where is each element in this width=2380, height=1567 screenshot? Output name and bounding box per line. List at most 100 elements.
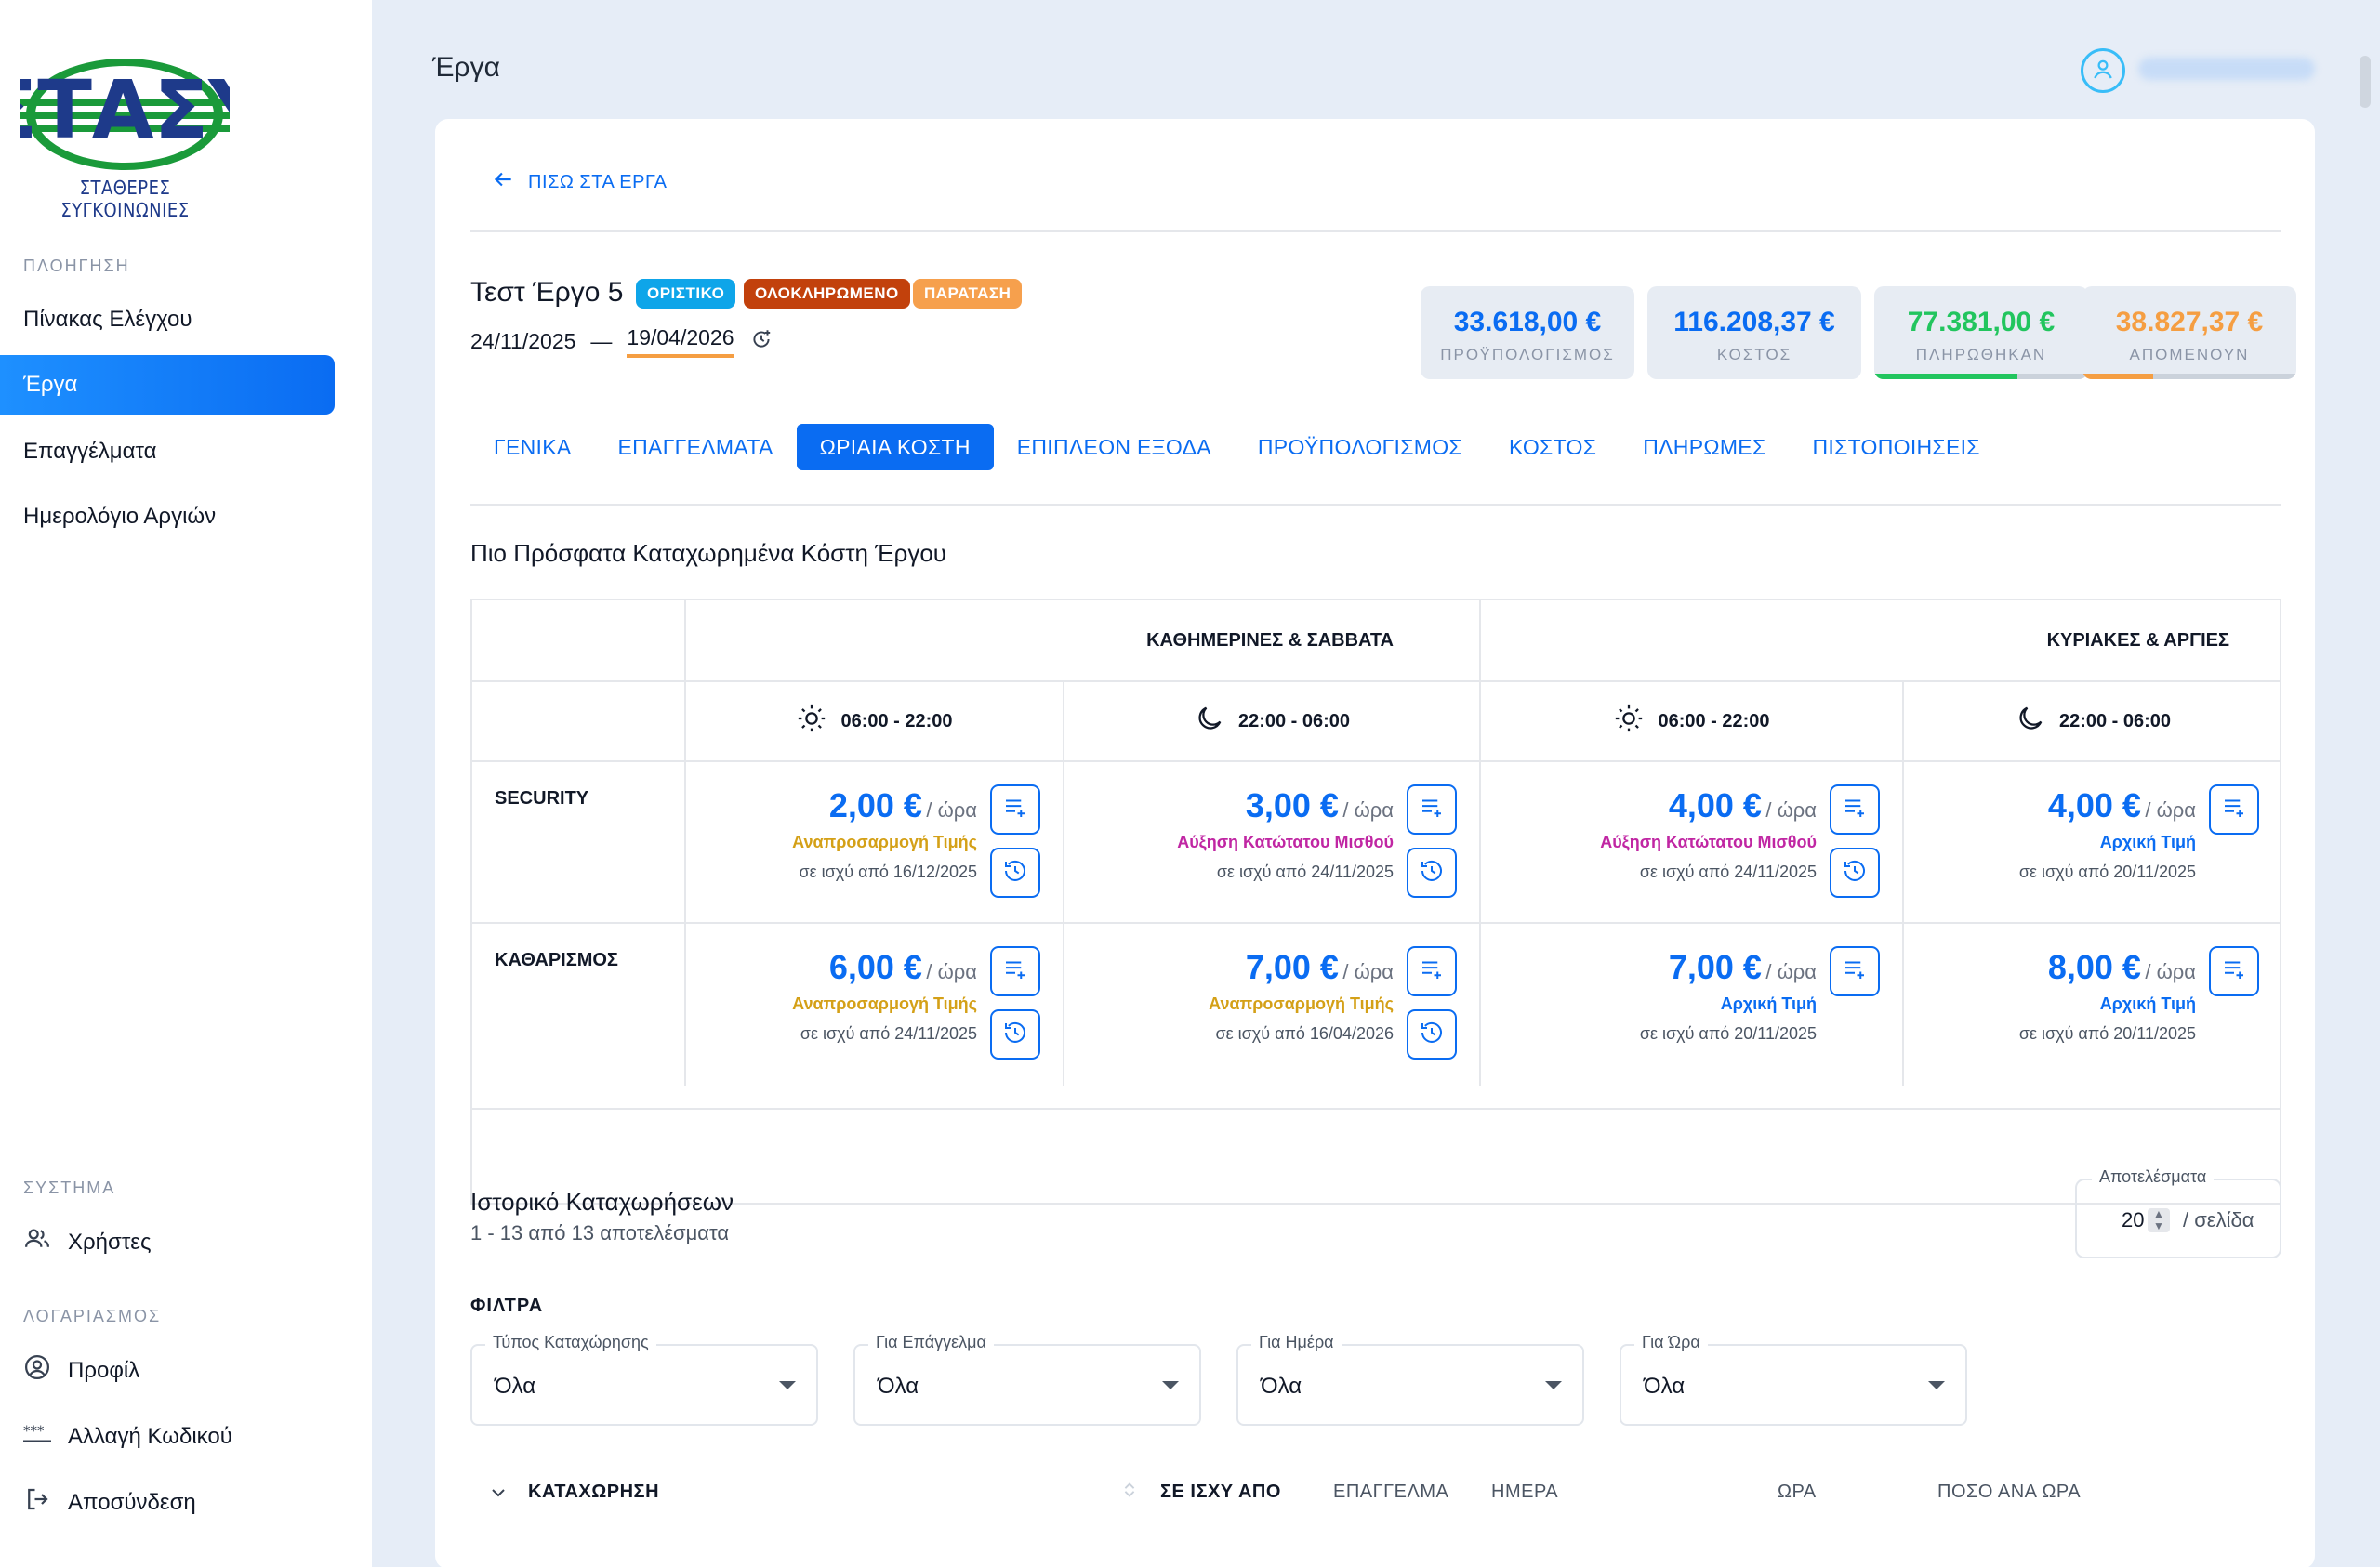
sidebar-item-change-password[interactable]: *** Αλλαγή Κωδικού: [23, 1419, 232, 1454]
add-price-button[interactable]: [1407, 946, 1457, 996]
user-menu-button[interactable]: [2081, 48, 2125, 93]
stat-label: ΠΡΟΫΠΟΛΟΓΙΣΜΟΣ: [1440, 346, 1615, 363]
tab-hourly-costs[interactable]: ΩΡΙΑΙΑ ΚΟΣΤΗ: [796, 424, 994, 470]
back-to-projects-link[interactable]: ΠΙΣΩ ΣΤΑ ΕΡΓΑ: [491, 167, 667, 197]
column-header-entry[interactable]: ΚΑΤΑΧΩΡΗΣΗ: [528, 1481, 660, 1502]
price-history-button[interactable]: [990, 848, 1040, 898]
status-badge-completed: ΟΛΟΚΛΗΡΩΜΕΝΟ: [744, 279, 910, 309]
sort-icon[interactable]: [1119, 1478, 1140, 1507]
filter-hour[interactable]: Για Ώρα Όλα: [1620, 1333, 1967, 1426]
chevron-down-icon: [779, 1381, 796, 1389]
sidebar-item-label: Αποσύνδεση: [68, 1489, 196, 1515]
tab-cost[interactable]: ΚΟΣΤΟΣ: [1508, 435, 1597, 459]
date-separator: —: [590, 329, 613, 353]
price-amount: 7,00 €: [1245, 948, 1339, 986]
status-badge-extension: ΠΑΡΑΤΑΣΗ: [913, 279, 1023, 309]
filter-entry-type[interactable]: Τύπος Καταχώρησης Όλα: [470, 1333, 818, 1426]
moon-icon: [1194, 703, 1225, 740]
price-history-button[interactable]: [1830, 848, 1880, 898]
stat-value: 33.618,00 €: [1453, 307, 1602, 337]
price-type: Αναπροσαρμογή Τιμής: [792, 994, 977, 1013]
brand-logo-text: ΣΤΑΣΥ: [20, 64, 230, 157]
tab-budget[interactable]: ΠΡΟΫΠΟΛΟΓΙΣΜΟΣ: [1257, 435, 1462, 459]
divider: [470, 1108, 2281, 1110]
time-slot-header: 06:00 - 22:00: [1481, 682, 1904, 762]
list-add-icon: [1418, 955, 1446, 988]
price-effective-date: σε ισχύ από 20/11/2025: [2018, 863, 2196, 881]
filter-value: Όλα: [495, 1374, 536, 1399]
tab-professions[interactable]: ΕΠΑΓΓΕΛΜΑΤΑ: [617, 435, 774, 459]
column-header-day[interactable]: ΗΜΕΡΑ: [1491, 1481, 1559, 1502]
price-history-button[interactable]: [990, 1009, 1040, 1060]
stat-value: 77.381,00 €: [1907, 307, 2056, 337]
page-scrollbar[interactable]: [2360, 56, 2371, 108]
list-add-icon: [2220, 955, 2248, 988]
per-page-value[interactable]: 20: [2122, 1208, 2145, 1231]
price-type: Αρχική Τιμή: [2099, 994, 2196, 1013]
filter-profession[interactable]: Για Επάγγελμα Όλα: [853, 1333, 1201, 1426]
sidebar-item-projects[interactable]: Έργα: [0, 355, 335, 415]
add-price-button[interactable]: [1407, 784, 1457, 835]
tab-extra-expenses[interactable]: ΕΠΙΠΛΕΟΝ ΕΞΟΔΑ: [1016, 435, 1211, 459]
profile-icon: [23, 1353, 51, 1388]
sidebar-item-holiday-calendar[interactable]: Ημερολόγιο Αργιών: [23, 504, 217, 529]
price-unit: / ώρα: [926, 798, 977, 822]
history-title: Ιστορικό Καταχωρήσεων: [470, 1188, 734, 1216]
extension-history-icon[interactable]: [749, 327, 774, 357]
tab-certifications[interactable]: ΠΙΣΤΟΠΟΙΗΣΕΙΣ: [1812, 435, 1980, 459]
add-price-button[interactable]: [990, 784, 1040, 835]
filter-label: Για Επάγγελμα: [868, 1333, 994, 1352]
price-cell: 2,00 € / ώρα Αναπροσαρμογή Τιμής σε ισχύ…: [686, 762, 1064, 924]
add-price-button[interactable]: [2209, 784, 2259, 835]
chevron-down-icon: [1545, 1381, 1562, 1389]
column-header-profession[interactable]: ΕΠΑΓΓΕΛΜΑ: [1333, 1481, 1449, 1502]
column-header-hour[interactable]: ΩΡΑ: [1778, 1481, 1817, 1502]
page-title: Έργα: [432, 52, 500, 83]
column-header-effective-from[interactable]: ΣΕ ΙΣΧΥ ΑΠΟ: [1160, 1481, 1281, 1502]
price-effective-date: σε ισχύ από 24/11/2025: [1216, 863, 1394, 881]
sidebar-item-users[interactable]: Χρήστες: [23, 1225, 152, 1259]
start-date: 24/11/2025: [470, 329, 576, 353]
price-type: Αύξηση Κατώτατου Μισθού: [1177, 833, 1394, 851]
list-add-icon: [1001, 955, 1029, 988]
price-history-button[interactable]: [1407, 1009, 1457, 1060]
column-header-amount-per-hour[interactable]: ΠΟΣΟ ΑΝΑ ΩΡΑ: [1937, 1481, 2082, 1502]
add-price-button[interactable]: [990, 946, 1040, 996]
sidebar-item-logout[interactable]: Αποσύνδεση: [23, 1485, 196, 1520]
tab-payments[interactable]: ΠΛΗΡΩΜΕΣ: [1643, 435, 1766, 459]
filter-day[interactable]: Για Ημέρα Όλα: [1236, 1333, 1584, 1426]
paid-progress-bar: [1874, 374, 2018, 379]
spinner-icon[interactable]: ▲ ▼: [2148, 1208, 2170, 1232]
project-dates: 24/11/2025 — 19/04/2026: [470, 325, 774, 358]
end-date: 19/04/2026: [627, 325, 734, 358]
price-unit: / ώρα: [1342, 798, 1394, 822]
nav-section-title: ΠΛΟΗΓΗΣΗ: [23, 257, 130, 275]
time-slot-label: 22:00 - 06:00: [1237, 710, 1351, 731]
price-unit: / ώρα: [926, 960, 977, 983]
table-corner: [472, 600, 686, 682]
sidebar-item-professions[interactable]: Επαγγέλματα: [23, 439, 157, 464]
add-price-button[interactable]: [1830, 784, 1880, 835]
stat-budget: 33.618,00 € ΠΡΟΫΠΟΛΟΓΙΣΜΟΣ: [1421, 286, 1634, 379]
tab-general[interactable]: ΓΕΝΙΚΑ: [494, 435, 572, 459]
sidebar-item-profile[interactable]: Προφίλ: [23, 1353, 139, 1388]
price-history-button[interactable]: [1407, 848, 1457, 898]
price-unit: / ώρα: [2145, 960, 2196, 983]
filter-label: Τύπος Καταχώρησης: [485, 1333, 656, 1352]
add-price-button[interactable]: [2209, 946, 2259, 996]
sidebar-item-label: Προφίλ: [68, 1357, 140, 1383]
user-name[interactable]: [2138, 58, 2315, 80]
status-badge-final: ΟΡΙΣΤΙΚΟ: [636, 279, 736, 309]
results-per-page-field[interactable]: Αποτελέσματα 20 ▲ ▼ / σελίδα: [2075, 1167, 2281, 1258]
time-slot-label: 22:00 - 06:00: [2058, 710, 2172, 731]
hourly-costs-table: ΚΑΘΗΜΕΡΙΝΕΣ & ΣΑΒΒΑΤΑ ΚΥΡΙΑΚΕΣ & ΑΡΓΙΕΣ …: [470, 599, 2281, 1205]
divider: [470, 230, 2281, 232]
stat-value: 116.208,37 €: [1673, 307, 1835, 337]
sort-chevron-icon[interactable]: [487, 1481, 509, 1508]
filter-label: Για Ώρα: [1634, 1333, 1708, 1352]
sidebar-item-label: Χρήστες: [68, 1229, 152, 1255]
sidebar-item-dashboard[interactable]: Πίνακας Ελέγχου: [23, 307, 192, 332]
price-cell: 3,00 € / ώρα Αύξηση Κατώτατου Μισθού σε …: [1064, 762, 1481, 924]
add-price-button[interactable]: [1830, 946, 1880, 996]
price-amount: 6,00 €: [828, 948, 922, 986]
